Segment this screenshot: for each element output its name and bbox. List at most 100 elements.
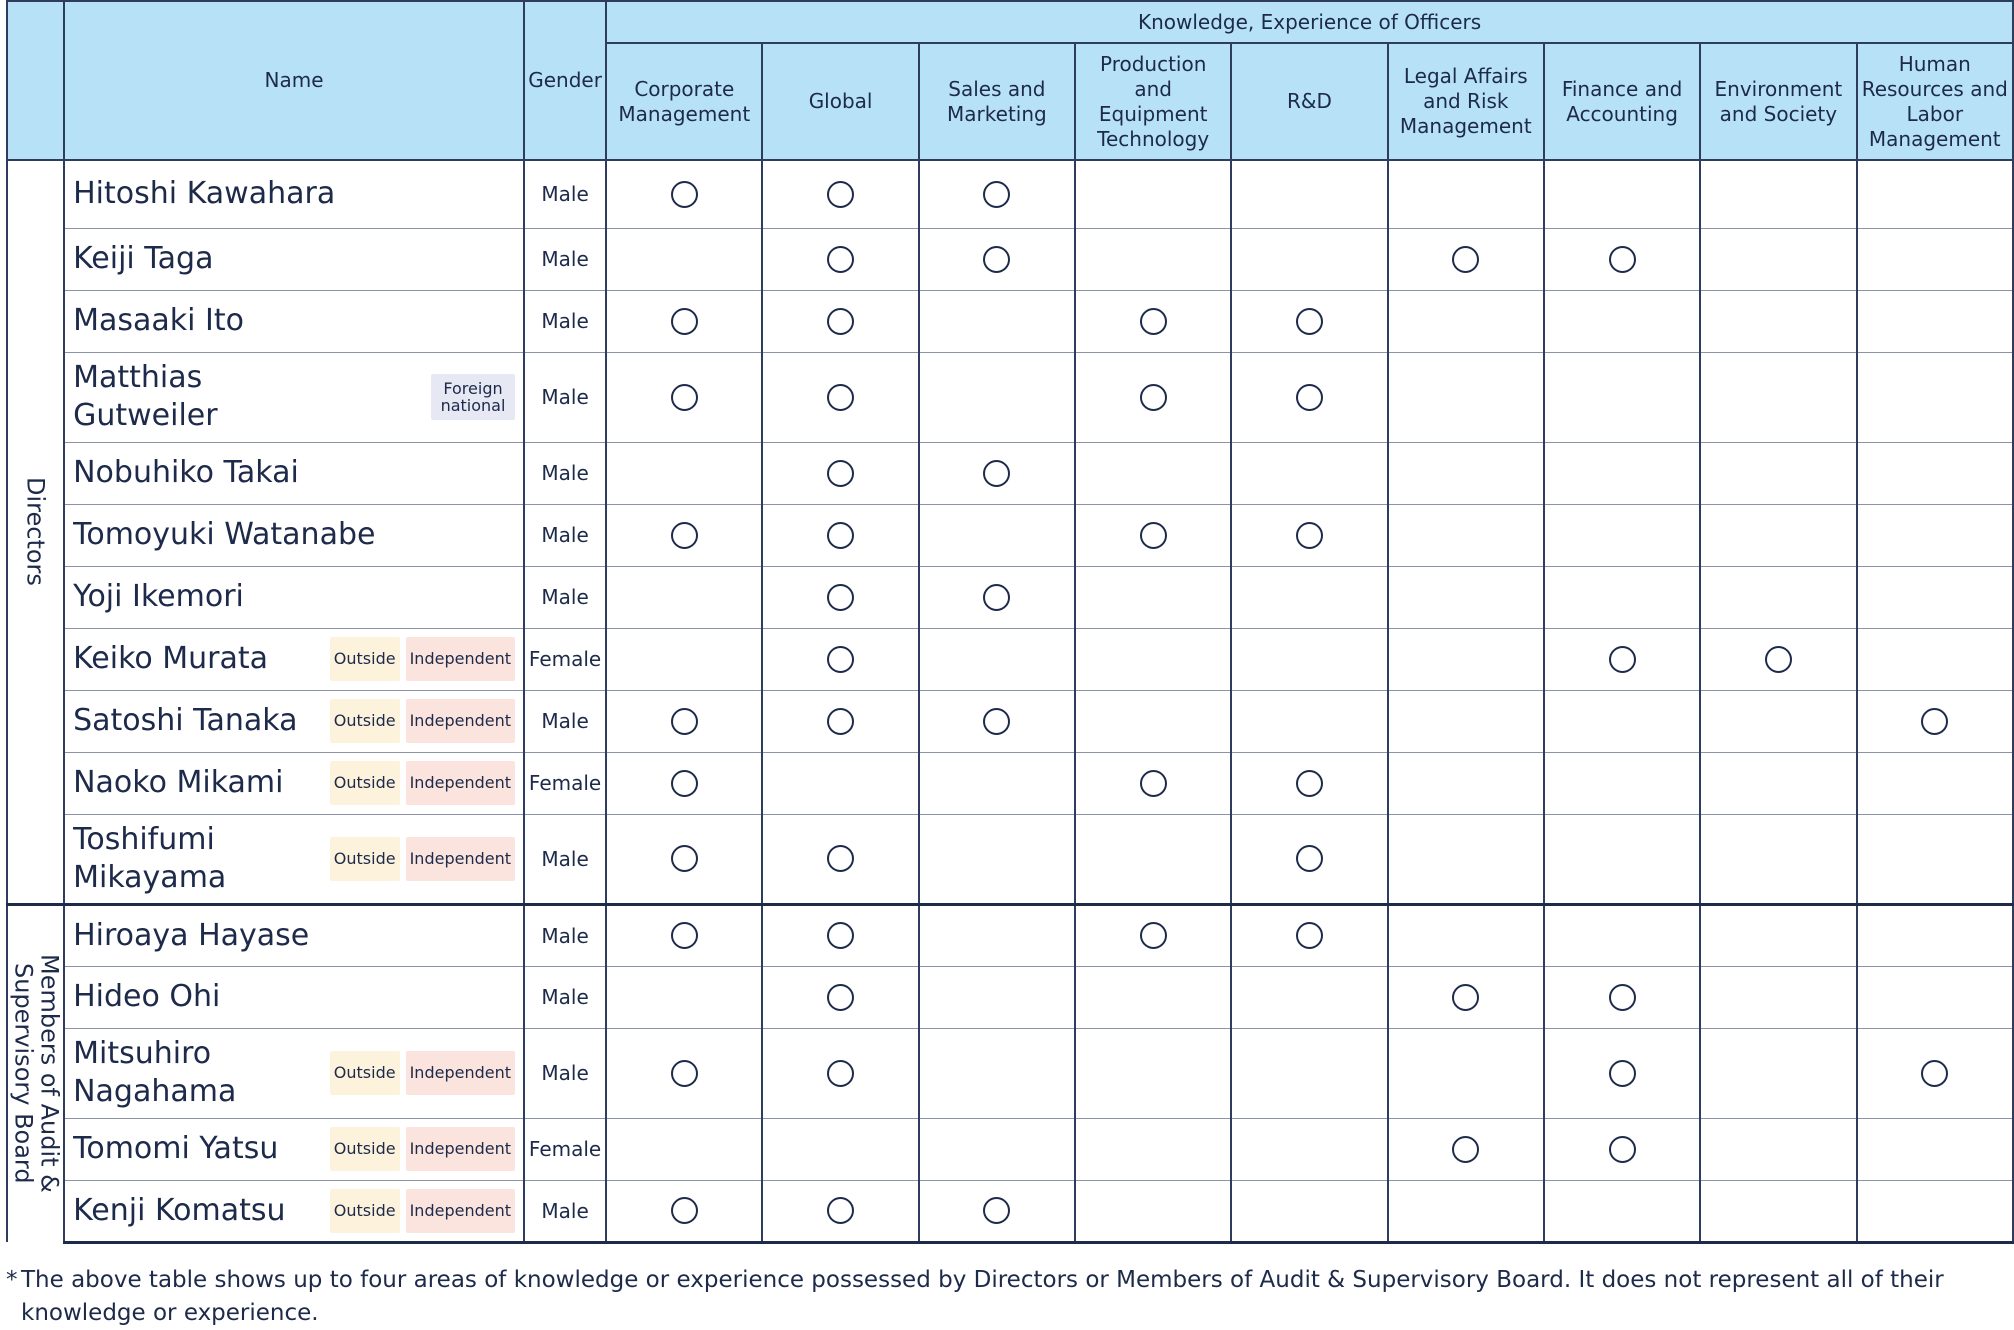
circle-mark-icon xyxy=(1139,769,1167,797)
circle-mark-icon xyxy=(827,845,855,872)
circle-mark-icon xyxy=(827,521,855,549)
circle-mark-icon xyxy=(1921,1059,1949,1087)
circle-mark-icon xyxy=(983,707,1011,735)
skill-cell xyxy=(605,503,764,567)
table-row: Members of Audit & Supervisory Board Hiro… xyxy=(5,902,2014,1242)
knowledge-group-header: Knowledge, Experience of Officers xyxy=(605,0,2014,44)
skill-cell xyxy=(1386,159,1545,229)
skill-cell xyxy=(605,813,764,905)
skill-cell xyxy=(1855,565,2014,629)
circle-mark-icon xyxy=(1295,383,1323,411)
outside-badge: Outside xyxy=(329,699,400,743)
circle-mark-icon xyxy=(1295,845,1323,872)
skill-cell xyxy=(1230,1179,1389,1244)
table-row: Satoshi Tanaka Outside Independent Male xyxy=(7,689,2014,753)
skill-cell xyxy=(1542,227,1702,291)
circle-mark-icon xyxy=(827,180,855,208)
skill-cell xyxy=(1542,627,1702,691)
table-row: Tomoyuki Watanabe Male xyxy=(7,503,2014,567)
skill-cell xyxy=(605,1027,764,1119)
skill-cell xyxy=(1699,1179,1858,1244)
skill-column-header: Production and Equipment Technology xyxy=(1074,42,1233,161)
skill-cell xyxy=(605,159,764,229)
skill-cell xyxy=(1074,565,1233,629)
skill-cell xyxy=(605,441,764,505)
skill-cell xyxy=(1542,813,1702,905)
circle-mark-icon xyxy=(1139,383,1167,411)
name-cell: Satoshi Tanaka Outside Independent xyxy=(63,689,525,753)
skill-cell xyxy=(1855,289,2014,353)
group-label: Directors xyxy=(21,477,50,587)
skill-cell xyxy=(1074,1117,1233,1181)
gender-cell: Male xyxy=(522,902,608,967)
skill-cell xyxy=(1230,813,1389,905)
skill-cell xyxy=(1699,1117,1858,1181)
skill-cell xyxy=(1542,965,1702,1029)
gender-cell: Male xyxy=(522,289,608,353)
officer-name: Toshifumi Mikayama xyxy=(73,821,227,895)
independent-badge: Independent xyxy=(405,699,515,743)
table-row: Hideo Ohi Male xyxy=(7,965,2014,1029)
circle-mark-icon xyxy=(1452,245,1480,273)
skill-cell xyxy=(761,1179,920,1244)
footnote-mark: * xyxy=(6,1267,18,1293)
skill-cell xyxy=(1386,289,1545,353)
skill-cell xyxy=(1542,351,1702,443)
circle-mark-icon xyxy=(1608,1059,1636,1087)
skill-cell xyxy=(1230,902,1389,967)
table-body: Directors Hitoshi Kawahara Male Keiji Taga M… xyxy=(5,159,2014,1244)
skill-cell xyxy=(761,813,920,905)
officer-name: Hideo Ohi xyxy=(73,979,221,1014)
skill-cell xyxy=(1386,627,1545,691)
gender-cell: Female xyxy=(522,627,608,691)
circle-mark-icon xyxy=(670,307,698,335)
table-row: Keiji Taga Male xyxy=(7,227,2014,291)
skill-cell xyxy=(761,441,920,505)
skill-cell xyxy=(605,902,764,967)
circle-mark-icon xyxy=(827,707,855,735)
skill-cell xyxy=(1386,565,1545,629)
table-row: Masaaki Ito Male xyxy=(7,289,2014,353)
skill-cell xyxy=(1386,227,1545,291)
gender-cell: Male xyxy=(522,689,608,753)
circle-mark-icon xyxy=(1295,307,1323,335)
gender-cell: Male xyxy=(522,813,608,905)
table-row: Toshifumi Mikayama Outside Independent Male xyxy=(7,813,2014,905)
skill-cell xyxy=(917,565,1077,629)
skill-cell xyxy=(1542,289,1702,353)
name-cell: Masaaki Ito xyxy=(63,289,525,353)
skill-column-header: Sales and Marketing xyxy=(917,42,1077,161)
skill-cell xyxy=(917,689,1077,753)
circle-mark-icon xyxy=(670,707,698,735)
skill-cell xyxy=(917,227,1077,291)
skill-cell xyxy=(1855,1027,2014,1119)
skill-cell xyxy=(1699,1027,1858,1119)
skill-cell xyxy=(1386,751,1545,815)
name-cell: Nobuhiko Takai xyxy=(63,441,525,505)
skill-cell xyxy=(1855,689,2014,753)
skill-cell xyxy=(1699,965,1858,1029)
skill-cell xyxy=(1074,159,1233,229)
skill-cell xyxy=(917,751,1077,815)
name-cell: Kenji Komatsu Outside Independent xyxy=(63,1179,525,1244)
circle-mark-icon xyxy=(1139,307,1167,335)
name-cell: Keiko Murata Outside Independent xyxy=(63,627,525,691)
skill-cell xyxy=(1542,441,1702,505)
skill-cell xyxy=(1386,902,1545,967)
skill-cell xyxy=(761,565,920,629)
name-cell: Keiji Taga xyxy=(63,227,525,291)
circle-mark-icon xyxy=(670,383,698,411)
name-cell: Toshifumi Mikayama Outside Independent xyxy=(63,813,525,905)
skill-cell xyxy=(917,351,1077,443)
skill-column-header: Corporate Management xyxy=(605,42,764,161)
skill-cell xyxy=(1699,441,1858,505)
officer-name: Kenji Komatsu xyxy=(73,1192,286,1228)
officer-tags: Outside Independent xyxy=(329,1051,515,1095)
skill-cell xyxy=(1230,1027,1389,1119)
skill-cell xyxy=(917,965,1077,1029)
officer-tags: Foreign national xyxy=(431,374,515,420)
gender-cell: Male xyxy=(522,965,608,1029)
skill-cell xyxy=(1386,1117,1545,1181)
skill-column-header: R&D xyxy=(1230,42,1389,161)
circle-mark-icon xyxy=(983,583,1011,611)
